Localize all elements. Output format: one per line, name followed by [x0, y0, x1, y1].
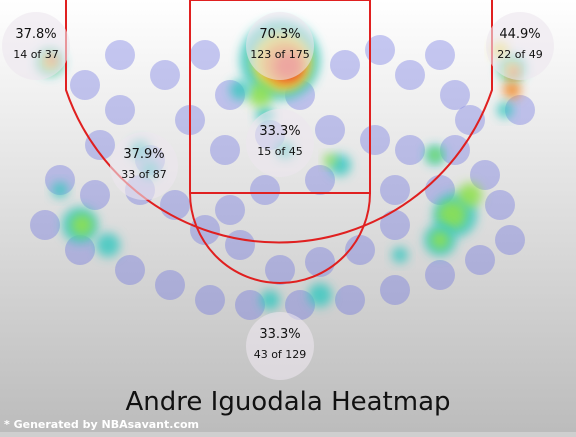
density-spot [150, 60, 180, 90]
zone-made-of: 14 of 37 [13, 48, 59, 61]
density-spot [225, 230, 255, 260]
density-spot [305, 165, 335, 195]
density-spot [360, 125, 390, 155]
zone-made-of: 33 of 87 [121, 168, 167, 181]
density-spot [485, 190, 515, 220]
density-spot [365, 35, 395, 65]
density-spot [105, 40, 135, 70]
zone-restricted-area: 70.3% 123 of 175 [246, 12, 314, 80]
density-spot [465, 245, 495, 275]
density-spot [440, 80, 470, 110]
density-spot [105, 95, 135, 125]
density-spot [85, 130, 115, 160]
zone-bubble [486, 12, 554, 80]
zone-percentage: 33.3% [259, 124, 300, 139]
zone-bubble [246, 12, 314, 80]
chart-title: Andre Iguodala Heatmap [126, 387, 451, 417]
zone-bubble [110, 132, 178, 200]
hot-spot [458, 183, 482, 207]
density-spot [70, 70, 100, 100]
density-spot [155, 270, 185, 300]
density-spot [285, 290, 315, 320]
density-spot [30, 210, 60, 240]
free-throw-circle [189, 192, 371, 284]
density-spot [395, 135, 425, 165]
zone-bubble [246, 312, 314, 380]
density-spot [80, 180, 110, 210]
hot-spot [248, 83, 272, 107]
density-spot [455, 105, 485, 135]
density-spot [380, 275, 410, 305]
zone-right-corner-three: 44.9% 22 of 49 [486, 12, 554, 80]
density-spot [235, 290, 265, 320]
hot-spot [503, 81, 521, 99]
hot-spot [96, 233, 120, 257]
hot-spot [429, 149, 441, 161]
density-spot [425, 40, 455, 70]
hot-spot [431, 231, 449, 249]
density-spot [115, 255, 145, 285]
hot-spot [438, 201, 466, 229]
zone-labels: 37.8% 14 of 37 70.3% 123 of 175 44.9% 22 of 4… [2, 12, 554, 380]
zone-percentage: 44.9% [499, 27, 540, 42]
hot-spot [230, 80, 250, 100]
density-spot [425, 260, 455, 290]
density-spot [440, 135, 470, 165]
zone-paint-non-ra: 33.3% 15 of 45 [246, 109, 314, 177]
zone-percentage: 70.3% [259, 27, 300, 42]
density-spot [330, 50, 360, 80]
hot-spot [52, 182, 68, 198]
zone-bubble [2, 12, 70, 80]
density-spot [470, 160, 500, 190]
hot-spot [260, 290, 280, 310]
density-spot [395, 60, 425, 90]
zone-left-midrange: 37.9% 33 of 87 [110, 132, 178, 200]
hot-spot [392, 247, 408, 263]
density-spot [265, 255, 295, 285]
zone-bubble [246, 109, 314, 177]
density-spot [380, 175, 410, 205]
hot-spot [324, 154, 336, 166]
zone-made-of: 123 of 175 [250, 48, 310, 61]
footer-credit: * Generated by NBAsavant.com [4, 418, 199, 431]
zone-percentage: 33.3% [259, 327, 300, 342]
hot-spot [308, 283, 332, 307]
density-spot [250, 175, 280, 205]
zone-left-corner-three: 37.8% 14 of 37 [2, 12, 70, 80]
density-spot [160, 190, 190, 220]
density-spot [215, 195, 245, 225]
hot-spot [71, 214, 93, 236]
density-spot [495, 225, 525, 255]
density-spot [210, 135, 240, 165]
density-spot [305, 247, 335, 277]
density-spot [190, 40, 220, 70]
zone-percentage: 37.8% [15, 27, 56, 42]
zone-made-of: 43 of 129 [254, 348, 307, 361]
paint-box [189, 0, 371, 194]
density-spot [345, 235, 375, 265]
three-point-line [65, 0, 493, 244]
zone-made-of: 22 of 49 [497, 48, 543, 61]
density-spot [195, 285, 225, 315]
density-spot [380, 210, 410, 240]
hot-spot [497, 102, 513, 118]
density-spot [315, 115, 345, 145]
zone-percentage: 37.9% [123, 147, 164, 162]
density-spot [65, 235, 95, 265]
zone-above-break-three: 33.3% 43 of 129 [246, 312, 314, 380]
density-spot [335, 285, 365, 315]
court-lines [65, 0, 493, 284]
zone-made-of: 15 of 45 [257, 145, 303, 158]
density-spot [505, 95, 535, 125]
